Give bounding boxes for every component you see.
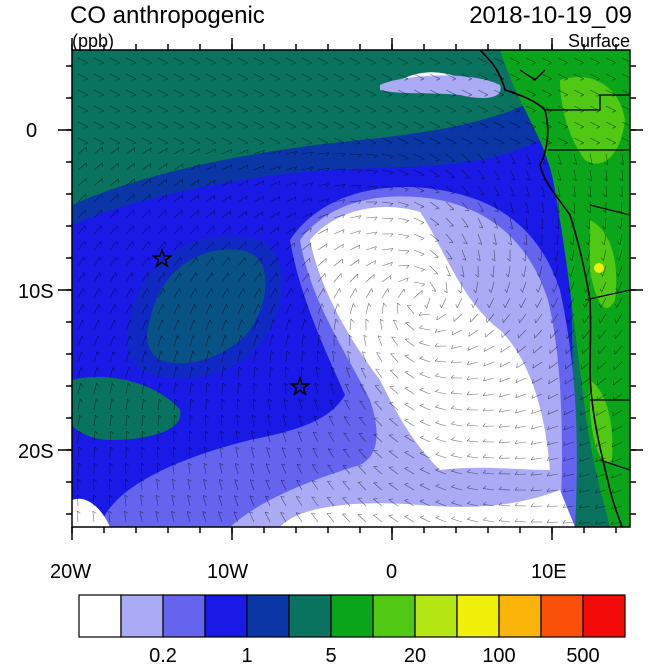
map-border [71,49,631,528]
y-tick-label: 0 [26,120,38,142]
colorbar-swatch [582,594,626,638]
colorbar-swatch [330,594,374,638]
colorbar-label: 20 [403,645,427,667]
x-tick-label: 10W [207,561,249,583]
coastline [479,50,623,527]
contour-white-core [310,207,550,470]
map-fill [72,50,630,527]
colorbar-swatch [498,594,542,638]
units-label: (ppb) [72,31,115,51]
x-tick-label: 20W [50,561,92,583]
colorbar-swatch [120,594,164,638]
colorbar-label: 100 [482,645,516,667]
star-marker [289,375,311,396]
colorbar-swatch [204,594,248,638]
colorbar-label: 0.2 [149,645,177,667]
colorbar-swatch [246,594,290,638]
colorbar-swatch [540,594,584,638]
land-light-patches [560,76,625,462]
y-tick-label: 10S [18,281,54,303]
x-tick-label: 0 [386,561,398,583]
colorbar [78,594,626,638]
contour-lightblue-north [380,75,501,98]
contour-white-corner [72,498,110,527]
colorbar-label: 1 [241,645,253,667]
colorbar-swatch [162,594,206,638]
wind-barbs [76,57,630,525]
contour-dark-west [127,236,283,379]
contour-white-bottom [280,490,575,527]
colorbar-swatch [456,594,500,638]
colorbar-swatch [372,594,416,638]
colorbar-label: 500 [566,645,600,667]
star-marker [151,247,173,268]
colorbar-swatch [288,594,332,638]
x-tick-label: 10E [531,561,567,583]
level-label: Surface [567,31,630,51]
axis-ticks [58,38,643,540]
land-hotspot [594,263,604,273]
colorbar-label: 5 [325,645,337,667]
country-borders [519,69,630,471]
y-tick-label: 20S [18,441,54,463]
colorbar-swatch [78,594,122,638]
colorbar-swatch [414,594,458,638]
plot-title: CO anthropogenic [70,2,265,29]
datetime-label: 2018-10-19_09 [469,2,632,29]
